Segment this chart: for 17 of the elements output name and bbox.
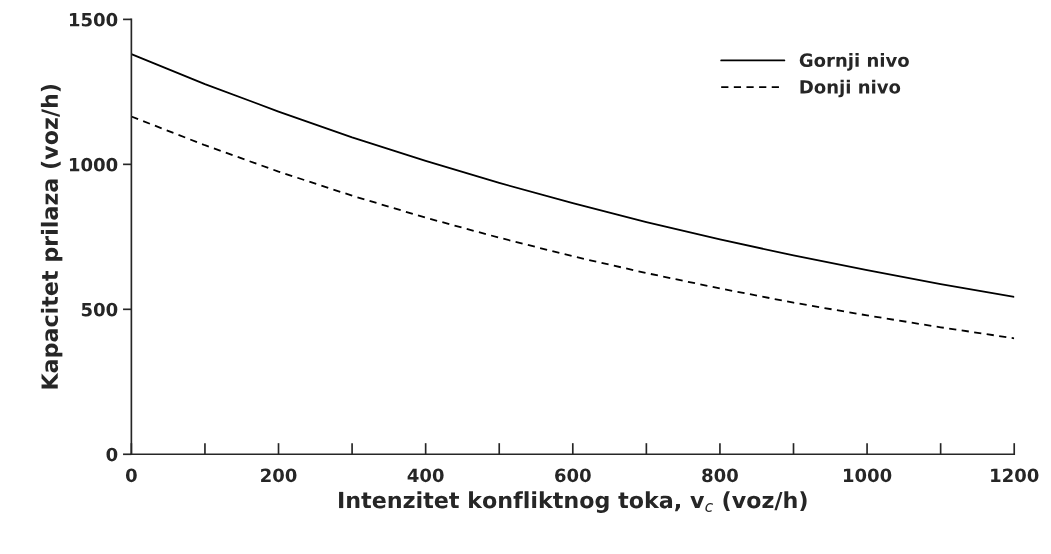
y-tick-label: 1000 bbox=[69, 157, 118, 172]
legend-label: Donji nivo bbox=[800, 79, 901, 98]
x-axis-title: Intenzitet konfliktnog toka, v$_{c}$ (voz/h) bbox=[339, 491, 807, 513]
x-tick-label: 1000 bbox=[843, 468, 892, 483]
x-tick-label: 400 bbox=[407, 468, 444, 483]
y-tick-label: 0 bbox=[106, 447, 118, 462]
x-tick-label: 600 bbox=[555, 468, 591, 483]
x-tick-label: 200 bbox=[261, 468, 297, 483]
y-axis-title: Kapacitet prilaza (voz/h) bbox=[40, 84, 63, 389]
x-tick-label: 1200 bbox=[991, 468, 1039, 483]
line-series bbox=[131, 115, 1015, 340]
y-tick-label: 1500 bbox=[69, 12, 118, 27]
y-tick-label: 500 bbox=[81, 302, 118, 317]
line-series bbox=[131, 53, 1015, 298]
x-tick-label: 0 bbox=[125, 468, 137, 483]
legend-label: Gornji nivo bbox=[799, 53, 909, 71]
x-tick-label: 800 bbox=[702, 468, 738, 483]
